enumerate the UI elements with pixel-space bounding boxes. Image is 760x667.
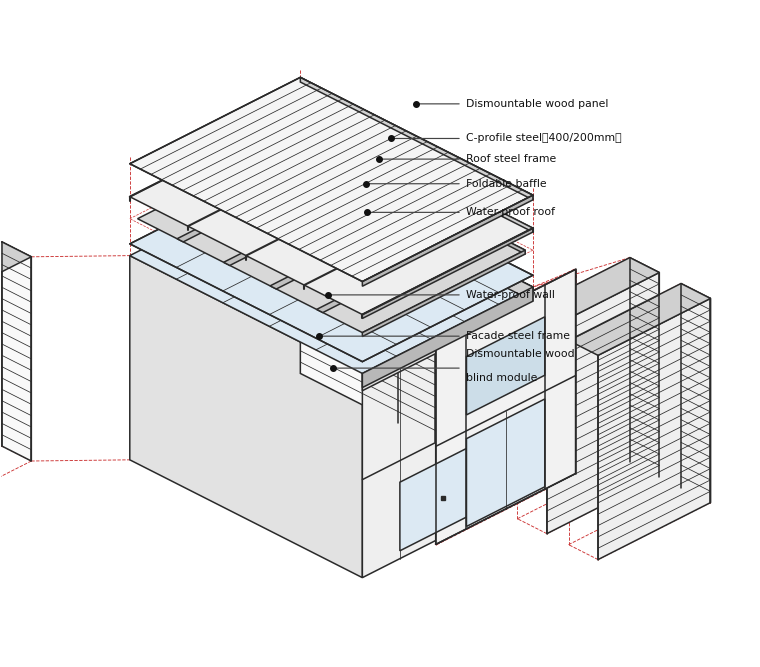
Polygon shape [386,180,393,187]
Text: C-profile steel（400/200mm）: C-profile steel（400/200mm） [466,133,622,143]
Polygon shape [177,156,346,242]
Polygon shape [300,169,533,301]
Polygon shape [435,269,575,544]
Polygon shape [363,287,533,578]
Polygon shape [300,136,525,254]
Text: Water-proof wall: Water-proof wall [466,290,555,300]
Polygon shape [223,180,393,265]
Polygon shape [130,157,533,362]
Text: Water-proof roof: Water-proof roof [466,207,555,217]
Text: Dismountable wood panel: Dismountable wood panel [466,99,608,109]
Polygon shape [270,203,439,289]
Polygon shape [363,228,533,318]
Polygon shape [467,399,545,526]
Polygon shape [130,169,533,374]
Polygon shape [598,298,711,560]
Text: Foldable baffle: Foldable baffle [466,179,546,189]
Text: Roof steel frame: Roof steel frame [466,154,556,164]
Polygon shape [433,203,439,211]
Polygon shape [317,227,486,313]
Polygon shape [300,169,533,492]
Polygon shape [300,77,533,200]
Text: Facade steel frame: Facade steel frame [466,331,570,341]
Polygon shape [138,136,525,333]
Polygon shape [130,77,533,281]
Polygon shape [130,255,363,578]
Polygon shape [363,195,533,286]
Polygon shape [518,257,659,329]
Polygon shape [363,287,533,391]
Polygon shape [363,250,525,337]
Polygon shape [0,242,31,313]
Polygon shape [340,156,346,163]
Text: Dismountable wood: Dismountable wood [466,350,575,360]
Polygon shape [467,317,545,415]
Polygon shape [2,242,31,461]
Polygon shape [480,227,486,234]
Polygon shape [400,434,496,551]
Text: blind module: blind module [466,374,537,384]
Polygon shape [630,257,659,477]
Polygon shape [568,283,711,356]
Polygon shape [130,110,533,315]
Polygon shape [547,273,659,534]
Polygon shape [681,283,711,503]
Polygon shape [363,287,533,388]
Polygon shape [300,110,533,232]
